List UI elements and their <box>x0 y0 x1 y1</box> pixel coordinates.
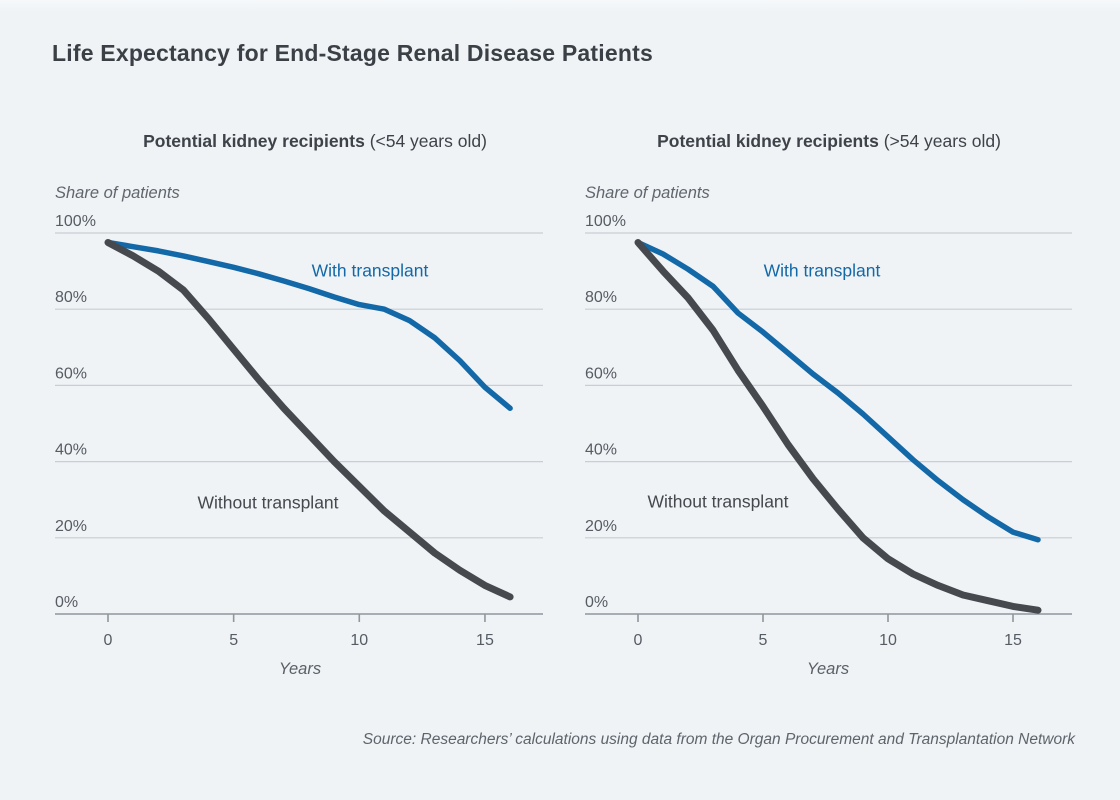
right-panel-subtitle: Potential kidney recipients (>54 years o… <box>584 131 1074 152</box>
left-yaxis-caption: Share of patients <box>55 184 180 202</box>
curve-without-transplant <box>634 239 1042 614</box>
right-yaxis-caption: Share of patients <box>585 184 710 202</box>
x-tick-label: 0 <box>634 632 643 649</box>
page-title: Life Expectancy for End-Stage Renal Dise… <box>52 40 653 66</box>
curve-with-transplant <box>105 239 513 412</box>
right-without-transplant-label: Without transplant <box>647 491 789 512</box>
y-tick-label: 20% <box>55 518 87 535</box>
x-tick-label: 5 <box>229 632 238 649</box>
y-tick-label: 100% <box>55 213 96 230</box>
right-xaxis-title: Years <box>806 660 850 678</box>
left-panel-age-note: (<54 years old) <box>369 131 487 151</box>
y-tick-label: 60% <box>585 365 617 382</box>
y-tick-label: 100% <box>585 213 626 230</box>
source-note: Source: Researchers’ calculations using … <box>362 731 1075 748</box>
left-with-transplant-label: With transplant <box>311 260 429 281</box>
right-with-transplant-label: With transplant <box>763 260 881 281</box>
x-tick-label: 15 <box>1004 632 1022 649</box>
x-tick-label: 15 <box>476 632 494 649</box>
left-panel-subtitle-bold: Potential kidney recipients <box>143 131 365 151</box>
left-panel-subtitle: Potential kidney recipients (<54 years o… <box>70 131 560 152</box>
right-panel-subtitle-bold: Potential kidney recipients <box>657 131 879 151</box>
y-tick-label: 40% <box>55 442 87 459</box>
curve-without-transplant <box>104 239 514 601</box>
right-panel-age-note: (>54 years old) <box>883 131 1001 151</box>
y-tick-label: 80% <box>55 289 87 306</box>
y-tick-label: 80% <box>585 289 617 306</box>
y-tick-label: 60% <box>55 365 87 382</box>
y-tick-label: 40% <box>585 442 617 459</box>
x-tick-label: 10 <box>879 632 897 649</box>
x-tick-label: 10 <box>350 632 368 649</box>
y-tick-label: 0% <box>55 594 78 611</box>
x-tick-label: 0 <box>104 632 113 649</box>
y-tick-label: 0% <box>585 594 608 611</box>
left-xaxis-title: Years <box>278 660 322 678</box>
y-tick-label: 20% <box>585 518 617 535</box>
left-without-transplant-label: Without transplant <box>197 492 339 513</box>
x-tick-label: 5 <box>759 632 768 649</box>
curve-with-transplant <box>635 239 1041 543</box>
